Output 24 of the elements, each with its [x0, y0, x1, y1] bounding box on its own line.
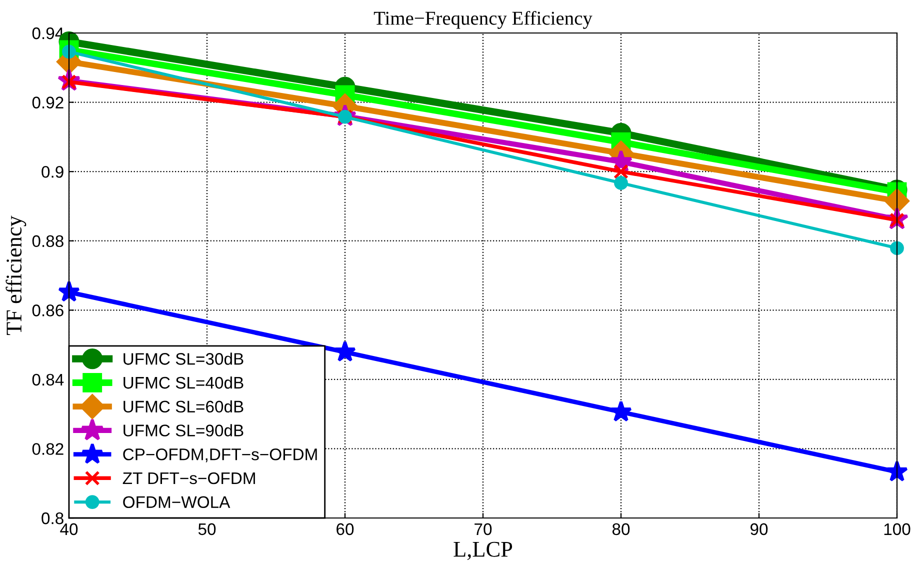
x-tick-label: 80 — [612, 523, 630, 536]
legend-label: OFDM−WOLA — [123, 496, 230, 508]
y-tick-label: 0.8 — [42, 512, 64, 524]
x-axis-title: L,LCP — [454, 542, 512, 560]
x-tick-label: 70 — [474, 523, 492, 536]
y-tick-label: 0.92 — [32, 96, 64, 108]
y-tick-label: 0.84 — [32, 374, 64, 386]
y-tick-label: 0.82 — [32, 443, 64, 455]
x-tick-label: 90 — [750, 523, 768, 536]
legend-label: ZT DFT−s−OFDM — [122, 472, 255, 484]
legend-label: UFMC SL=60dB — [124, 400, 244, 413]
y-axis-title: TF efficiency — [6, 216, 26, 336]
legend-label: CP−OFDM,DFT−s−OFDM — [123, 448, 317, 462]
legend-label: UFMC SL=40dB — [124, 376, 244, 389]
x-tick-label: 60 — [336, 523, 354, 536]
chart-title: Time−Frequency Efficiency — [374, 10, 592, 29]
legend-label: UFMC SL=30dB — [124, 352, 244, 365]
x-tick-label: 50 — [198, 523, 216, 536]
y-tick-label: 0.86 — [32, 304, 64, 316]
y-tick-label: 0.88 — [32, 235, 64, 248]
y-tick-label: 0.9 — [42, 166, 64, 178]
x-tick-label: 40 — [60, 523, 78, 536]
legend-label: UFMC SL=90dB — [124, 424, 244, 436]
x-tick-label: 100 — [884, 523, 910, 536]
